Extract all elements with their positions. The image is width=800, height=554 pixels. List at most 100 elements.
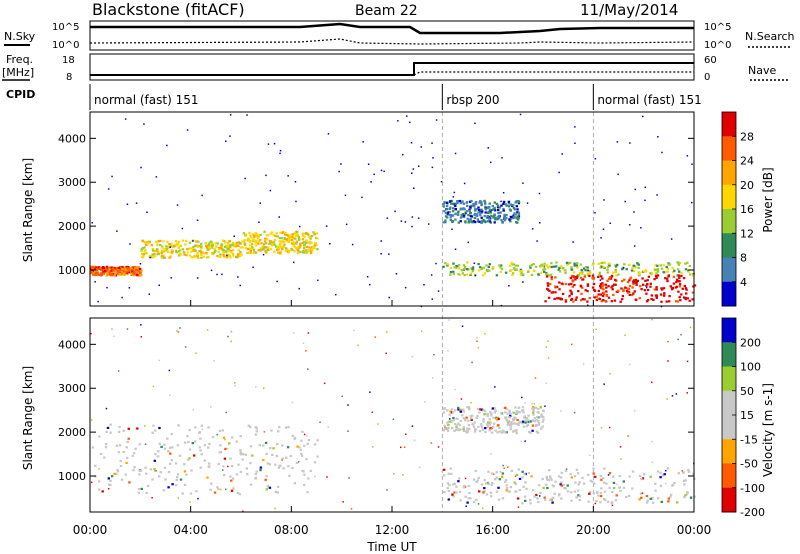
data-cell bbox=[472, 423, 475, 426]
colorbar-swatch bbox=[722, 160, 736, 186]
data-cell bbox=[122, 272, 126, 275]
data-cell bbox=[231, 243, 234, 246]
data-cell bbox=[666, 267, 670, 270]
y-tick-label: 4000 bbox=[58, 132, 86, 145]
data-cell bbox=[548, 289, 551, 292]
scatter-cell bbox=[686, 392, 688, 394]
data-cell bbox=[605, 286, 608, 289]
data-cell bbox=[677, 290, 680, 293]
data-cell bbox=[665, 265, 668, 269]
scatter-cell bbox=[473, 262, 476, 264]
data-cell bbox=[224, 255, 227, 258]
data-cell bbox=[605, 290, 608, 293]
scatter-cell bbox=[347, 430, 349, 432]
data-cell bbox=[446, 212, 449, 215]
scatter-cell bbox=[230, 340, 232, 343]
data-cell bbox=[586, 300, 589, 303]
data-cell bbox=[656, 264, 659, 267]
data-cell bbox=[678, 283, 682, 286]
data-cell bbox=[451, 493, 454, 496]
data-cell bbox=[467, 214, 470, 217]
scatter-cell bbox=[431, 166, 434, 169]
scatter-cell bbox=[477, 503, 480, 505]
data-cell bbox=[467, 419, 470, 422]
data-cell bbox=[449, 216, 452, 219]
data-cell bbox=[688, 299, 691, 302]
data-cell bbox=[646, 279, 649, 282]
scatter-cell bbox=[411, 356, 414, 358]
scatter-cell bbox=[210, 269, 213, 272]
data-cell bbox=[90, 270, 93, 274]
data-cell bbox=[245, 467, 248, 470]
data-cell bbox=[104, 271, 107, 274]
data-cell bbox=[548, 498, 552, 502]
data-cell bbox=[255, 427, 258, 430]
data-cell bbox=[130, 268, 134, 271]
scatter-cell bbox=[430, 442, 433, 444]
data-cell bbox=[148, 255, 152, 258]
scatter-cell bbox=[347, 404, 349, 406]
data-cell bbox=[169, 446, 172, 449]
data-cell bbox=[266, 246, 270, 249]
data-cell bbox=[453, 429, 456, 432]
data-cell bbox=[683, 296, 686, 299]
data-cell bbox=[314, 242, 317, 245]
data-cell bbox=[450, 472, 453, 475]
data-cell bbox=[285, 240, 289, 243]
data-cell bbox=[642, 283, 645, 286]
data-cell bbox=[141, 239, 144, 242]
scatter-cell bbox=[587, 269, 589, 272]
data-cell bbox=[505, 484, 508, 487]
data-cell bbox=[483, 215, 486, 218]
data-cell bbox=[491, 407, 494, 410]
data-cell bbox=[550, 276, 553, 279]
nsearch-label: N.Search bbox=[745, 30, 795, 43]
data-cell bbox=[661, 288, 664, 291]
scatter-cell bbox=[641, 492, 644, 494]
data-cell bbox=[593, 482, 596, 485]
data-cell bbox=[246, 247, 249, 251]
data-cell bbox=[237, 255, 240, 258]
data-cell bbox=[268, 463, 271, 466]
data-cell bbox=[126, 456, 129, 460]
data-cell bbox=[449, 273, 452, 276]
scatter-cell bbox=[661, 151, 663, 154]
data-cell bbox=[195, 240, 198, 243]
data-cell bbox=[169, 452, 172, 455]
data-cell bbox=[492, 266, 495, 269]
data-cell bbox=[287, 426, 290, 429]
data-cell bbox=[610, 501, 613, 505]
data-cell bbox=[606, 271, 609, 274]
colorbar-swatch bbox=[722, 184, 736, 210]
data-cell bbox=[472, 220, 476, 223]
data-cell bbox=[463, 484, 466, 487]
data-cell bbox=[133, 266, 137, 269]
data-cell bbox=[496, 216, 499, 219]
scatter-cell bbox=[664, 482, 667, 485]
scatter-cell bbox=[691, 201, 693, 204]
data-cell bbox=[492, 216, 495, 219]
data-cell bbox=[599, 266, 602, 269]
scatter-cell bbox=[216, 273, 218, 276]
scatter-cell bbox=[372, 446, 374, 448]
data-cell bbox=[283, 233, 287, 236]
data-cell bbox=[307, 249, 311, 252]
data-cell bbox=[541, 425, 544, 428]
data-cell bbox=[546, 282, 549, 285]
data-cell bbox=[473, 428, 477, 431]
data-cell bbox=[190, 469, 193, 472]
data-cell bbox=[564, 271, 567, 275]
data-cell bbox=[158, 475, 161, 478]
scatter-cell bbox=[490, 453, 492, 455]
scatter-cell bbox=[651, 440, 653, 443]
data-cell bbox=[477, 211, 480, 214]
data-cell bbox=[192, 256, 196, 259]
data-cell bbox=[662, 271, 666, 274]
colorbar-tick-label: -15 bbox=[740, 433, 758, 446]
data-cell bbox=[229, 475, 232, 478]
data-cell bbox=[536, 411, 539, 414]
data-cell bbox=[610, 275, 613, 279]
data-cell bbox=[653, 288, 656, 291]
data-cell bbox=[532, 269, 536, 273]
